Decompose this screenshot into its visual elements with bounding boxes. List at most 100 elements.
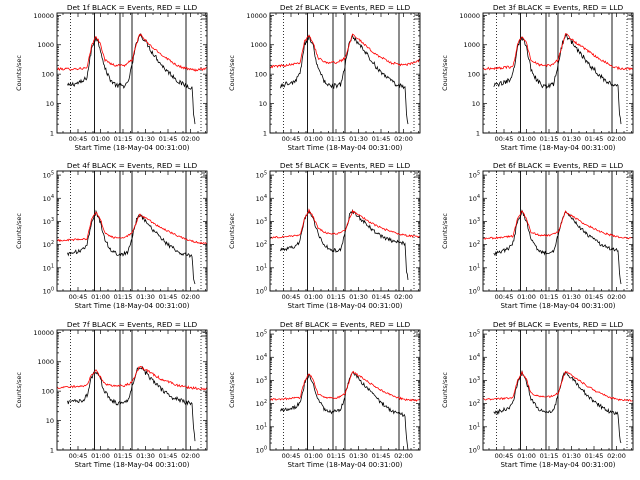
y-tick-label: 100 (256, 287, 267, 296)
x-tick-label: 00:45 (282, 452, 301, 460)
y-tick-label: 100 (42, 388, 54, 396)
y-tick-label: 10 (46, 417, 54, 425)
x-tick-label: 00:45 (69, 452, 88, 460)
x-tick-label: 01:45 (159, 135, 178, 143)
x-tick-label: 01:45 (585, 135, 604, 143)
y-tick-label: 10 (46, 100, 54, 108)
y-tick-label: 104 (43, 194, 54, 203)
x-tick-label: 01:30 (562, 452, 581, 460)
y-tick-label: 1000 (37, 41, 54, 49)
x-tick-label: 01:30 (562, 135, 581, 143)
x-axis-label: Start Time (18-May-04 00:31:00) (287, 302, 402, 310)
y-tick-label: 101 (469, 422, 480, 431)
y-tick-label: 101 (256, 422, 267, 431)
x-tick-label: 02:00 (394, 452, 413, 460)
y-axis-label: Counts/sec (228, 213, 236, 249)
y-tick-label: 1 (263, 130, 267, 138)
x-tick-label: 00:45 (282, 135, 301, 143)
plot-frame (56, 12, 208, 134)
y-tick-label: 10000 (33, 329, 54, 337)
plot-frame (482, 12, 634, 134)
x-tick-label: 00:45 (495, 293, 514, 301)
y-tick-label: 1 (50, 447, 54, 455)
y-tick-label: 103 (256, 376, 267, 385)
x-tick-label: 01:45 (372, 135, 391, 143)
x-axis-label: Start Time (18-May-04 00:31:00) (500, 144, 615, 152)
events-series-line (280, 371, 409, 451)
x-axis-label: Start Time (18-May-04 00:31:00) (287, 144, 402, 152)
y-axis-label: Counts/sec (441, 213, 449, 249)
panel-title: Det 5f BLACK = Events, RED = LLD (280, 161, 411, 170)
plot-frame (269, 12, 421, 134)
y-tick-label: 103 (469, 376, 480, 385)
y-axis-label: Counts/sec (441, 55, 449, 91)
x-tick-label: 01:45 (585, 293, 604, 301)
x-tick-label: 00:45 (495, 135, 514, 143)
x-axis-label: Start Time (18-May-04 00:31:00) (74, 144, 189, 152)
x-tick-label: 01:00 (91, 293, 110, 301)
y-tick-label: 1 (50, 130, 54, 138)
x-tick-label: 01:30 (349, 135, 368, 143)
x-tick-label: 01:00 (304, 135, 323, 143)
x-tick-label: 02:00 (181, 135, 200, 143)
y-tick-label: 101 (469, 263, 480, 272)
panel-det-6: Det 6f BLACK = Events, RED = LLD Counts/s… (441, 161, 634, 310)
x-tick-label: 01:45 (159, 293, 178, 301)
x-tick-label: 01:15 (540, 293, 559, 301)
panel-title: Det 6f BLACK = Events, RED = LLD (493, 161, 624, 170)
events-series-line (67, 33, 196, 125)
x-tick-label: 01:30 (136, 293, 155, 301)
x-tick-label: 01:30 (136, 452, 155, 460)
panel-det-3: Det 3f BLACK = Events, RED = LLD Counts/s… (441, 3, 634, 152)
panel-det-5: Det 5f BLACK = Events, RED = LLD Counts/s… (228, 161, 421, 310)
x-tick-label: 01:45 (585, 452, 604, 460)
panel-det-1: Det 1f BLACK = Events, RED = LLD Counts/s… (15, 3, 208, 152)
y-tick-label: 105 (469, 171, 480, 180)
y-tick-label: 105 (256, 171, 267, 180)
panel-title: Det 3f BLACK = Events, RED = LLD (493, 3, 624, 12)
y-tick-label: 103 (256, 217, 267, 226)
y-tick-label: 103 (469, 217, 480, 226)
x-tick-label: 00:45 (495, 452, 514, 460)
x-tick-label: 01:15 (327, 135, 346, 143)
panel-title: Det 1f BLACK = Events, RED = LLD (67, 3, 198, 12)
y-tick-label: 102 (256, 399, 267, 408)
x-axis-label: Start Time (18-May-04 00:31:00) (74, 461, 189, 469)
y-axis-label: Counts/sec (15, 55, 23, 91)
panel-det-8: Det 8f BLACK = Events, RED = LLD Counts/s… (228, 320, 421, 469)
x-tick-label: 01:15 (540, 452, 559, 460)
x-tick-label: 01:30 (136, 135, 155, 143)
y-tick-label: 100 (43, 287, 54, 296)
y-tick-label: 10000 (459, 12, 480, 20)
x-tick-label: 02:00 (181, 452, 200, 460)
x-tick-label: 01:00 (517, 452, 536, 460)
marker-flag (414, 331, 418, 337)
panel-title: Det 2f BLACK = Events, RED = LLD (280, 3, 411, 12)
x-tick-label: 02:00 (394, 293, 413, 301)
marker-flag (201, 172, 205, 178)
panel-det-7: Det 7f BLACK = Events, RED = LLD Counts/s… (15, 320, 208, 469)
events-series-line (493, 370, 622, 444)
lld-series-line (56, 33, 208, 72)
x-tick-label: 02:00 (181, 293, 200, 301)
y-tick-label: 101 (43, 263, 54, 272)
lld-series-line (482, 210, 634, 240)
events-series-line (280, 34, 409, 125)
y-tick-label: 10000 (33, 12, 54, 20)
x-tick-label: 00:45 (69, 293, 88, 301)
x-tick-label: 00:45 (282, 293, 301, 301)
x-tick-label: 01:15 (114, 293, 133, 301)
y-tick-label: 100 (468, 71, 480, 79)
x-tick-label: 01:00 (304, 293, 323, 301)
panel-title: Det 4f BLACK = Events, RED = LLD (67, 161, 198, 170)
y-axis-label: Counts/sec (15, 372, 23, 408)
x-tick-label: 01:30 (562, 293, 581, 301)
x-axis-label: Start Time (18-May-04 00:31:00) (74, 302, 189, 310)
x-axis-label: Start Time (18-May-04 00:31:00) (500, 461, 615, 469)
panel-det-9: Det 9f BLACK = Events, RED = LLD Counts/s… (441, 320, 634, 469)
y-tick-label: 10 (259, 100, 267, 108)
lld-series-line (269, 370, 421, 402)
panel-title: Det 7f BLACK = Events, RED = LLD (67, 320, 198, 329)
x-tick-label: 02:00 (607, 452, 626, 460)
panel-det-2: Det 2f BLACK = Events, RED = LLD Counts/s… (228, 3, 421, 152)
